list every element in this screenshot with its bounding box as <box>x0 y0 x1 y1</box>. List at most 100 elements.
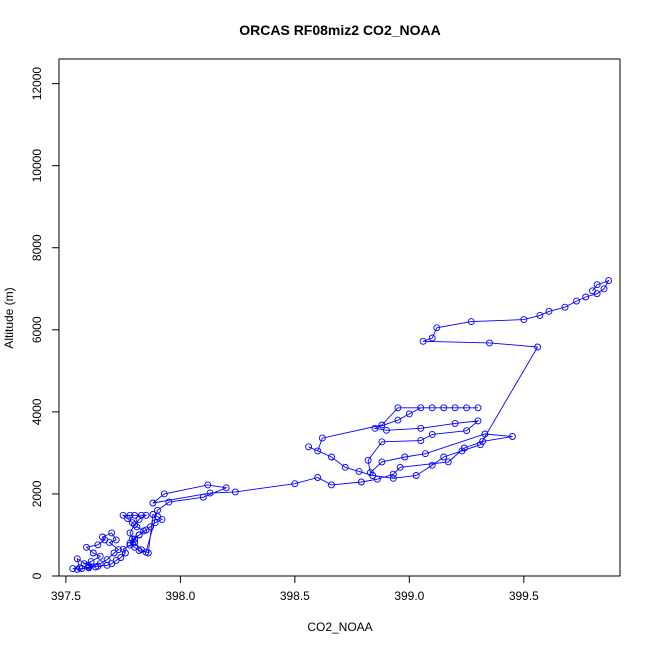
data-point <box>126 529 134 537</box>
data-point <box>108 529 116 537</box>
data-point <box>582 293 590 301</box>
y-axis: 0 2000 4000 6000 8000 10000 12000 <box>30 67 60 579</box>
data-point <box>231 488 239 496</box>
data-point <box>433 324 441 332</box>
data-point <box>135 515 143 523</box>
data-point <box>96 552 104 560</box>
data-point <box>428 334 436 342</box>
data-point <box>149 499 157 507</box>
data-point <box>318 434 326 442</box>
chart-title: ORCAS RF08miz2 CO2_NOAA <box>239 22 441 38</box>
data-point <box>412 472 420 479</box>
data-point <box>378 458 386 466</box>
data-point <box>355 467 363 475</box>
data-point <box>476 441 484 449</box>
y-tick-label: 10000 <box>30 149 44 183</box>
data-point <box>396 463 404 471</box>
data-point <box>165 498 173 506</box>
y-tick-label: 2000 <box>30 480 44 507</box>
data-point <box>73 565 81 573</box>
data-point <box>481 430 489 438</box>
data-point <box>131 511 139 519</box>
data-point <box>561 303 569 311</box>
data-point <box>314 447 322 455</box>
data-point <box>474 417 482 425</box>
data-point <box>78 565 86 573</box>
data-point <box>105 538 113 546</box>
x-tick-label: 399.5 <box>509 589 539 603</box>
data-point <box>463 427 471 435</box>
data-point <box>467 318 475 326</box>
y-tick-label: 4000 <box>30 398 44 425</box>
data-point <box>135 547 143 555</box>
y-axis-label: Altitude (m) <box>2 287 16 348</box>
x-axis: 397.5 398.0 398.5 399.0 399.5 <box>51 575 539 603</box>
data-point <box>291 480 299 488</box>
data-point <box>589 287 596 295</box>
data-point <box>444 458 452 466</box>
data-point <box>428 430 436 438</box>
data-point <box>451 404 459 412</box>
x-tick-label: 398.0 <box>165 589 195 603</box>
data-point <box>73 555 81 563</box>
data-point <box>137 511 145 519</box>
data-point <box>394 416 402 424</box>
data-point <box>378 438 386 446</box>
data-point <box>160 490 168 498</box>
data-point <box>103 561 111 569</box>
data-point <box>428 404 436 412</box>
x-tick-label: 398.5 <box>280 589 310 603</box>
data-point <box>605 277 613 285</box>
data-point <box>133 523 141 531</box>
data-point <box>357 478 365 486</box>
x-axis-label: CO2_NOAA <box>307 620 372 634</box>
data-point <box>83 543 90 551</box>
data-point <box>108 560 116 568</box>
data-point <box>126 539 134 547</box>
y-tick-label: 0 <box>30 572 44 579</box>
data-point <box>405 410 413 418</box>
x-tick-label: 399.0 <box>394 589 424 603</box>
data-point <box>158 515 166 523</box>
data-point <box>69 565 77 573</box>
y-tick-label: 6000 <box>30 316 44 343</box>
data-point <box>458 447 466 455</box>
data-point <box>421 450 429 458</box>
data-point <box>378 421 386 429</box>
data-point <box>536 311 544 319</box>
data-point <box>428 461 436 469</box>
y-tick-label: 8000 <box>30 234 44 261</box>
data-point <box>364 456 372 464</box>
data-point <box>142 511 150 519</box>
data-point <box>119 511 127 519</box>
data-point <box>135 531 143 539</box>
data-point <box>94 541 102 549</box>
data-point <box>600 285 608 293</box>
data-point <box>417 404 425 412</box>
data-point <box>394 404 402 412</box>
data-point <box>371 424 379 432</box>
data-point <box>463 404 471 412</box>
data-point <box>110 549 118 557</box>
data-point <box>389 470 397 478</box>
data-point <box>520 316 528 324</box>
data-point <box>115 546 122 554</box>
data-point <box>94 562 102 570</box>
data-series <box>69 277 613 573</box>
data-point <box>204 481 212 489</box>
data-point <box>534 343 542 351</box>
data-point <box>328 453 335 461</box>
data-point <box>474 404 482 412</box>
x-tick-label: 397.5 <box>51 589 81 603</box>
data-point <box>373 475 381 483</box>
data-point <box>126 511 134 519</box>
data-point <box>573 297 580 305</box>
data-point <box>593 281 601 289</box>
data-point <box>508 433 516 440</box>
data-point <box>417 437 425 445</box>
data-point <box>112 536 120 544</box>
data-point <box>314 474 322 481</box>
data-point <box>131 538 139 546</box>
data-point <box>199 493 207 501</box>
data-point <box>85 564 93 572</box>
